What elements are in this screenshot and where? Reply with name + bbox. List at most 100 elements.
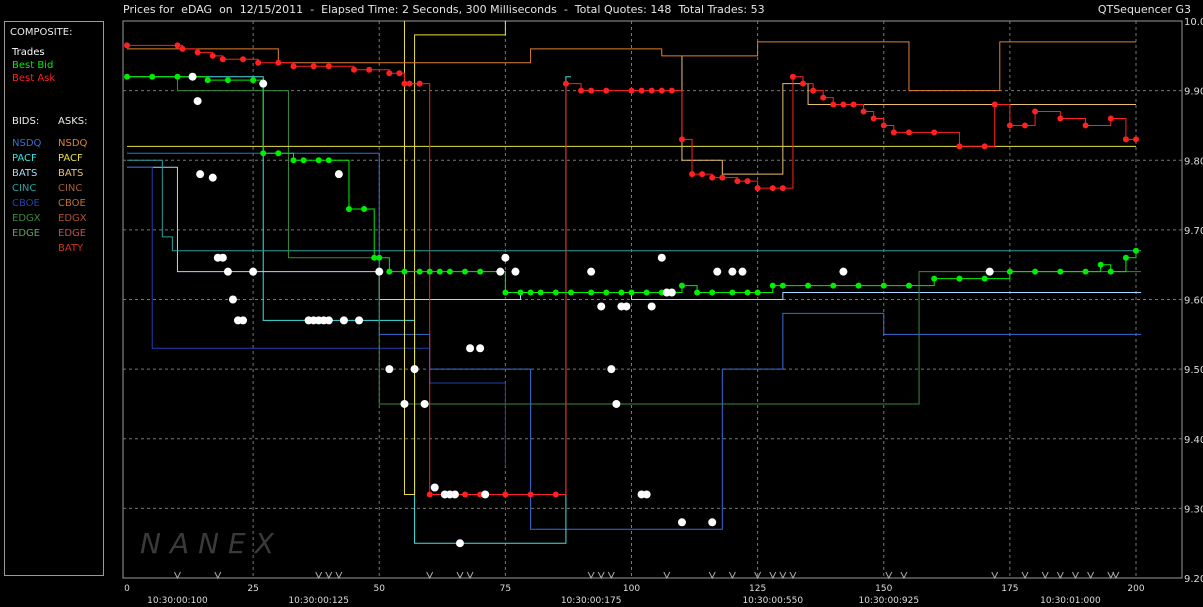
best-bid-point bbox=[260, 150, 267, 157]
best-ask-point bbox=[578, 87, 585, 94]
trade-point bbox=[430, 483, 439, 492]
best-ask-point bbox=[890, 129, 897, 136]
trade-point bbox=[334, 170, 343, 179]
legend-bid-bats: BATS bbox=[12, 168, 38, 179]
best-ask-point bbox=[325, 63, 332, 70]
trade-tick-marker bbox=[769, 571, 777, 580]
best-ask-point bbox=[709, 174, 716, 181]
best-ask-point bbox=[1122, 136, 1129, 143]
trade-point bbox=[188, 72, 197, 81]
trade-point bbox=[324, 316, 333, 325]
trade-point bbox=[839, 267, 848, 276]
trade-tick-marker bbox=[214, 571, 222, 580]
best-ask-point bbox=[290, 63, 297, 70]
bats-ask-line bbox=[681, 55, 1136, 175]
legend-ask-cinc: CINC bbox=[58, 183, 83, 194]
trade-point bbox=[385, 365, 394, 374]
trade-point bbox=[647, 302, 656, 311]
edgx-bid-line bbox=[127, 76, 1142, 405]
best-bid-point bbox=[174, 73, 181, 80]
best-bid-point bbox=[416, 268, 423, 275]
time-label: 10:30:00:125 bbox=[288, 596, 349, 606]
best-bid-point bbox=[446, 268, 453, 275]
best-ask-point bbox=[1082, 122, 1089, 129]
best-bid-point bbox=[376, 254, 383, 261]
best-bid-point bbox=[729, 289, 736, 296]
x-tick-label: 75 bbox=[500, 584, 511, 594]
best-bid-point bbox=[618, 289, 625, 296]
trade-tick-marker bbox=[708, 571, 716, 580]
best-ask-point bbox=[124, 42, 130, 49]
best-ask-point bbox=[194, 49, 201, 56]
trade-point bbox=[228, 295, 237, 304]
x-tick-label: 50 bbox=[374, 584, 386, 594]
best-bid-point bbox=[386, 268, 393, 275]
trade-point bbox=[501, 253, 510, 262]
legend-bid-cinc: CINC bbox=[12, 183, 37, 194]
best-ask-point bbox=[179, 45, 186, 52]
bids-label: BIDS: bbox=[12, 116, 40, 127]
cboe-bid-line bbox=[127, 166, 506, 467]
legend-bid-cboe: CBOE bbox=[12, 198, 40, 209]
trade-point bbox=[450, 490, 459, 499]
best-bid-point bbox=[527, 289, 534, 296]
best-ask-point bbox=[562, 80, 569, 87]
nanex-watermark: NANEX bbox=[140, 527, 283, 560]
best-ask-point bbox=[689, 171, 696, 178]
composite-label: COMPOSITE: bbox=[10, 27, 73, 38]
app-name: QTSequencer G3 bbox=[1097, 3, 1191, 16]
best-ask-point bbox=[719, 174, 726, 181]
best-bid-point bbox=[805, 282, 812, 289]
trade-point bbox=[259, 79, 268, 88]
asks-label: ASKS: bbox=[58, 116, 88, 127]
best-bid-point bbox=[931, 275, 938, 282]
legend-composite-best-ask: Best Ask bbox=[12, 73, 56, 84]
trade-point bbox=[375, 267, 384, 276]
best-ask-point bbox=[769, 185, 776, 192]
y-tick-label: 9.80 bbox=[1184, 156, 1203, 167]
best-bid-point bbox=[371, 254, 378, 261]
time-label: 10:30:00:175 bbox=[561, 596, 622, 606]
trade-point bbox=[597, 302, 606, 311]
best-bid-point bbox=[905, 282, 912, 289]
best-ask-point bbox=[981, 143, 988, 150]
best-ask-point bbox=[1022, 122, 1029, 129]
time-label: 10:30:00:100 bbox=[147, 596, 208, 606]
best-ask-point bbox=[810, 87, 817, 94]
x-tick-label: 100 bbox=[623, 584, 640, 594]
trade-tick-marker bbox=[1041, 571, 1049, 580]
best-ask-point bbox=[820, 94, 827, 101]
trade-point bbox=[193, 97, 202, 106]
best-bid-point bbox=[477, 268, 484, 275]
best-ask-point bbox=[502, 491, 509, 498]
best-ask-point bbox=[744, 178, 751, 185]
best-ask-point bbox=[699, 171, 706, 178]
trade-point bbox=[607, 365, 616, 374]
cinc-bid-line bbox=[127, 159, 1142, 252]
best-ask-point bbox=[658, 87, 665, 94]
legend-composite-trades: Trades bbox=[12, 47, 45, 58]
best-ask-point bbox=[1133, 136, 1139, 143]
trade-tick-marker bbox=[325, 571, 333, 580]
trade-tick-marker bbox=[663, 571, 671, 580]
best-bid-point bbox=[981, 275, 988, 282]
trade-tick-marker bbox=[607, 571, 615, 580]
y-tick-label: 9.70 bbox=[1184, 226, 1203, 237]
legend-bid-edge: EDGE bbox=[12, 228, 41, 239]
best-ask-point bbox=[174, 42, 181, 49]
best-ask-point bbox=[255, 59, 262, 66]
best-bid-point bbox=[1032, 268, 1039, 275]
trade-tick-marker bbox=[426, 571, 434, 580]
best-bid-point bbox=[426, 268, 433, 275]
trade-tick-marker bbox=[779, 571, 787, 580]
x-tick-label: 125 bbox=[749, 584, 766, 594]
y-tick-label: 9.60 bbox=[1184, 296, 1203, 307]
best-bid-point bbox=[880, 282, 887, 289]
best-ask-point bbox=[648, 87, 655, 94]
best-bid-point bbox=[769, 282, 776, 289]
best-ask-point bbox=[754, 185, 761, 192]
best-bid-point bbox=[1122, 254, 1129, 261]
trade-tick-marker bbox=[1021, 571, 1029, 580]
legend-bid-pacf: PACF bbox=[12, 153, 37, 164]
best-bid-point bbox=[149, 73, 156, 80]
